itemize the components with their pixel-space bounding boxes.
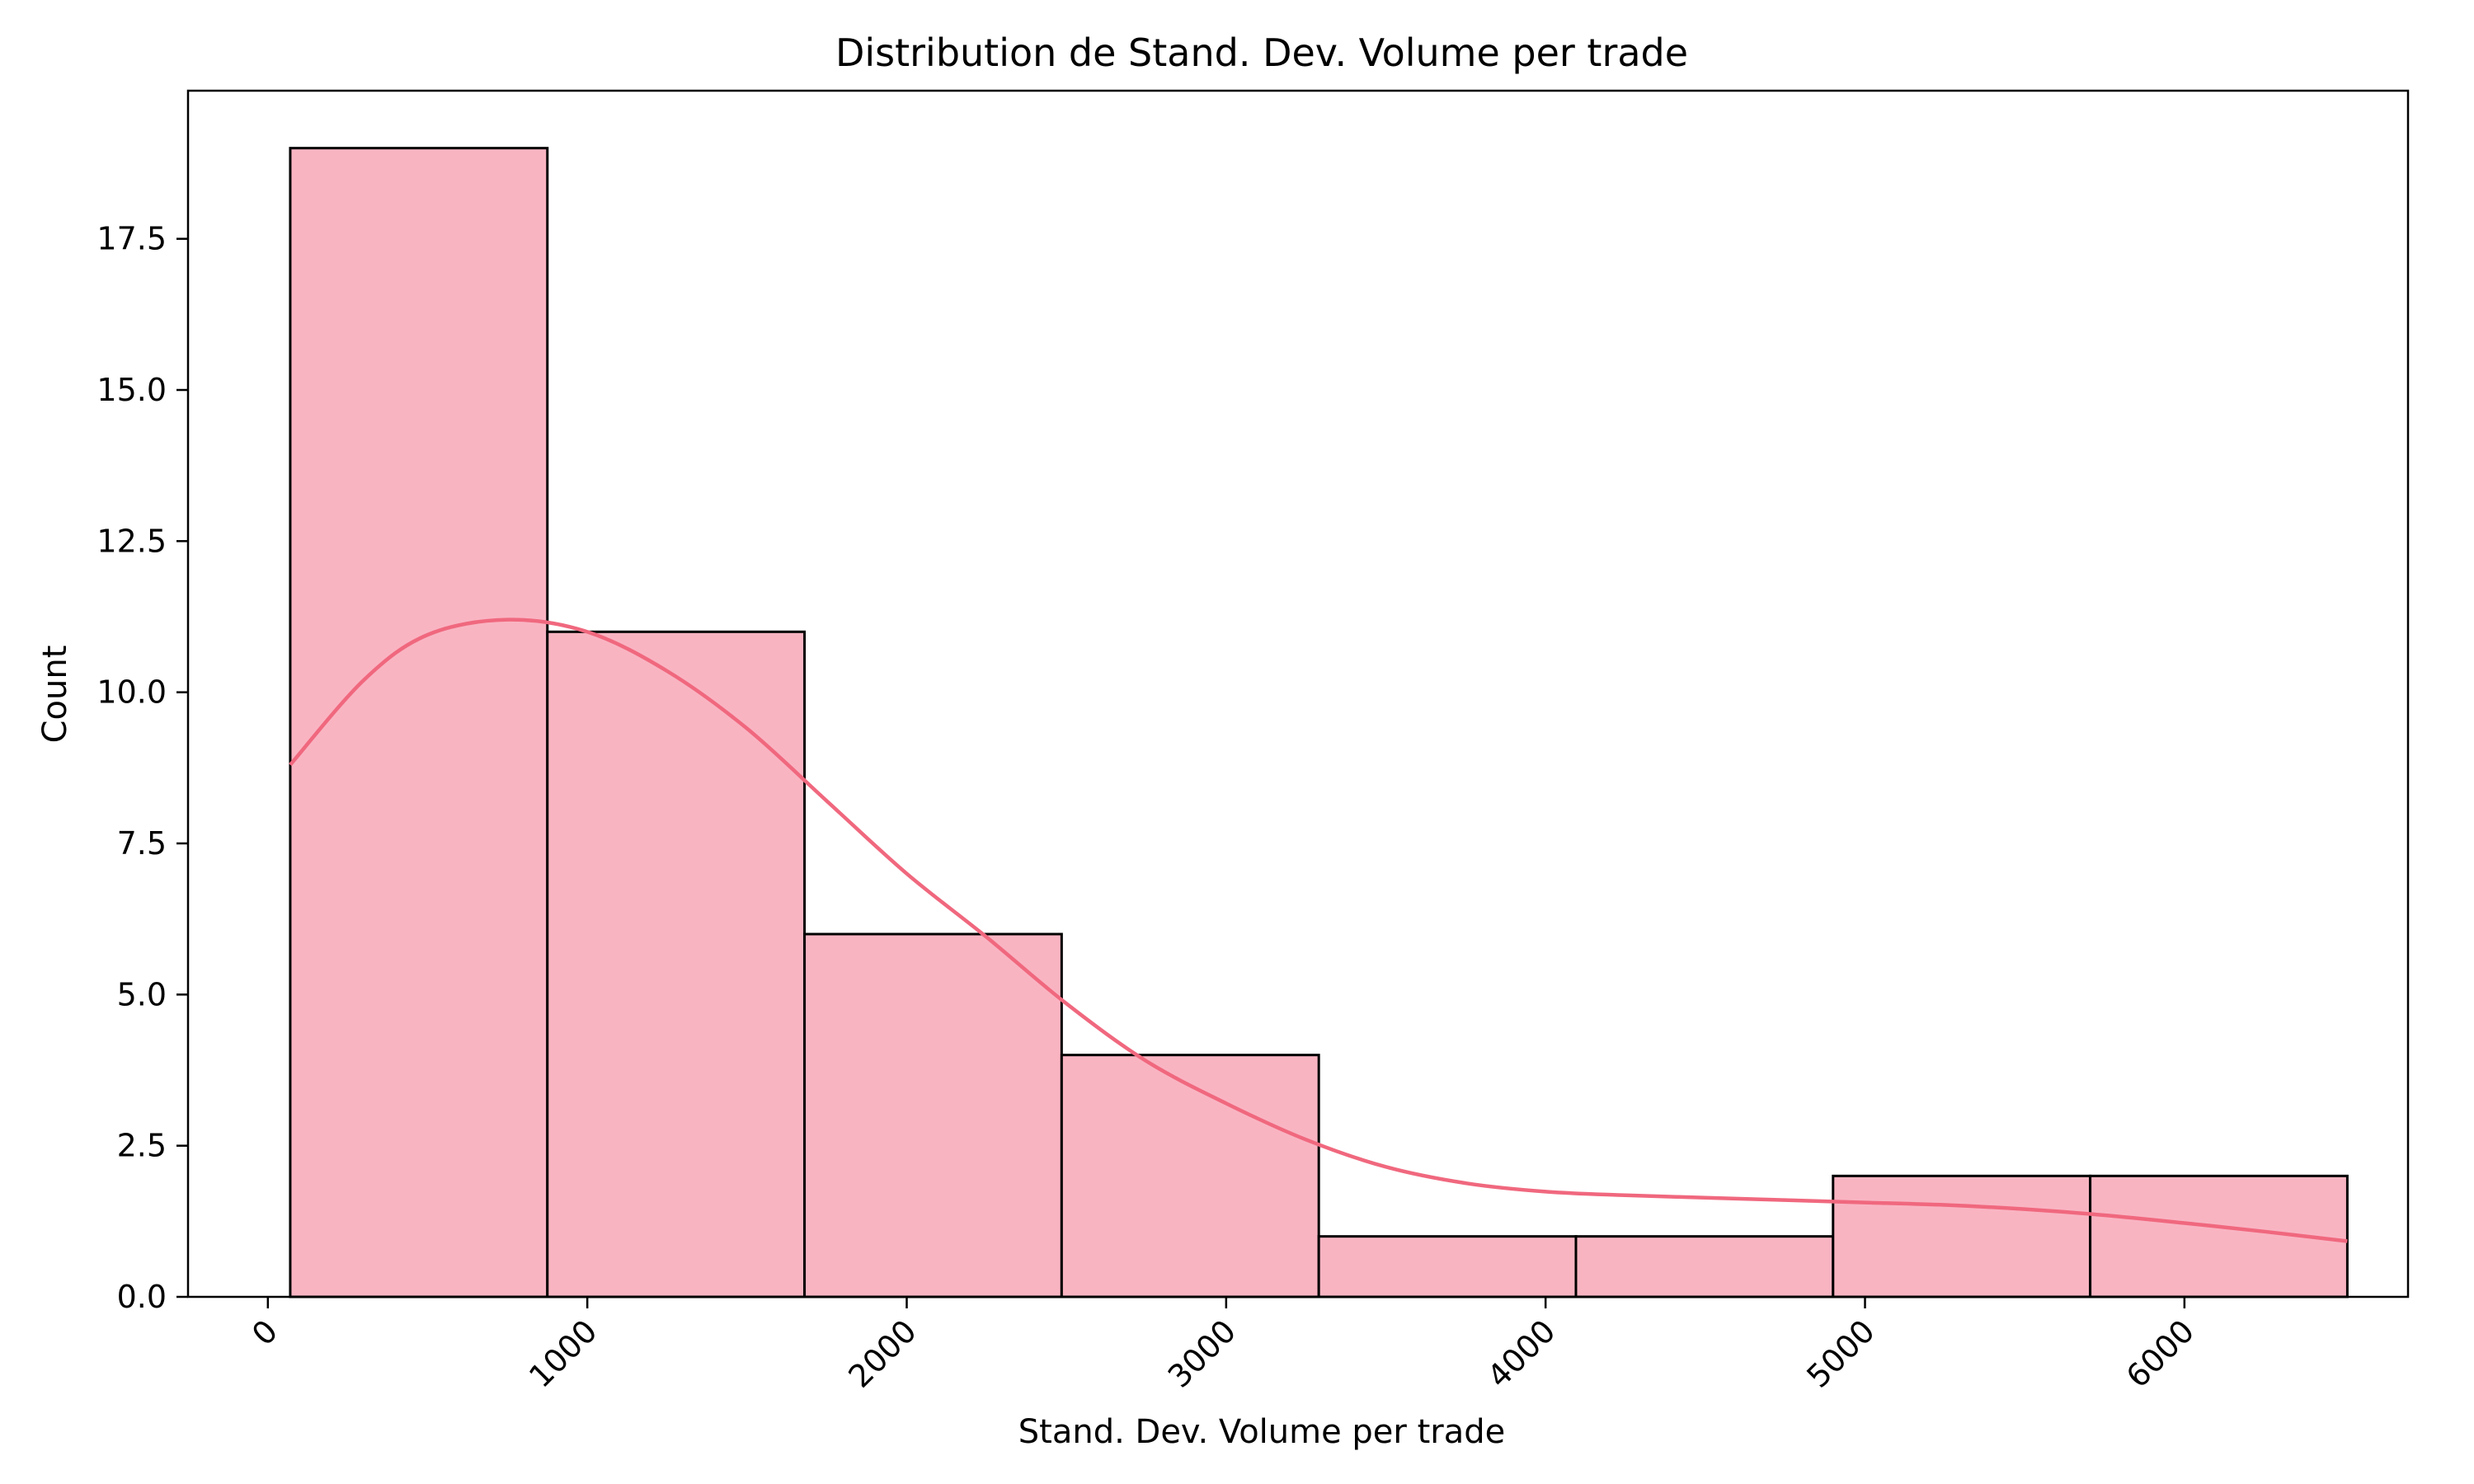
y-tick-label: 2.5 [117, 1128, 167, 1164]
histogram-bar-2 [803, 932, 1063, 1298]
x-tick-label: 1000 [522, 1313, 604, 1395]
y-tick-label: 12.5 [96, 523, 167, 559]
y-axis-title: Count [36, 646, 74, 744]
histogram-bar-3 [1060, 1054, 1320, 1298]
y-tick-label: 7.5 [117, 825, 167, 862]
histogram-bar-6 [1832, 1174, 2092, 1298]
x-axis-ticks: 0 1000 2000 3000 4000 5000 6000 [245, 1297, 2201, 1395]
x-axis-title: Stand. Dev. Volume per trade [1018, 1413, 1505, 1451]
histogram-bars [289, 147, 2349, 1298]
x-tick-label: 3000 [1161, 1313, 1244, 1395]
x-tick-label: 0 [245, 1313, 285, 1352]
kde-curve [289, 618, 2348, 1243]
x-tick-label: 5000 [1799, 1313, 1882, 1395]
y-tick-label: 0.0 [117, 1279, 167, 1315]
x-tick-label: 6000 [2119, 1313, 2202, 1395]
histogram-bar-4 [1317, 1235, 1578, 1298]
plot-frame [186, 89, 2410, 1298]
y-tick-label: 15.0 [96, 372, 167, 408]
chart-title: Distribution de Stand. Dev. Volume per t… [835, 31, 1688, 75]
x-tick-label: 2000 [841, 1313, 924, 1395]
y-tick-label: 10.0 [96, 674, 167, 711]
y-axis-ticks: 0.0 2.5 5.0 7.5 10.0 12.5 15.0 17.5 [96, 221, 188, 1315]
x-tick-label: 4000 [1480, 1313, 1563, 1395]
histogram-bar-5 [1574, 1235, 1835, 1298]
y-tick-label: 5.0 [117, 976, 167, 1012]
y-tick-label: 17.5 [96, 221, 167, 257]
histogram-bar-1 [546, 630, 807, 1298]
histogram-bar-0 [289, 147, 549, 1298]
